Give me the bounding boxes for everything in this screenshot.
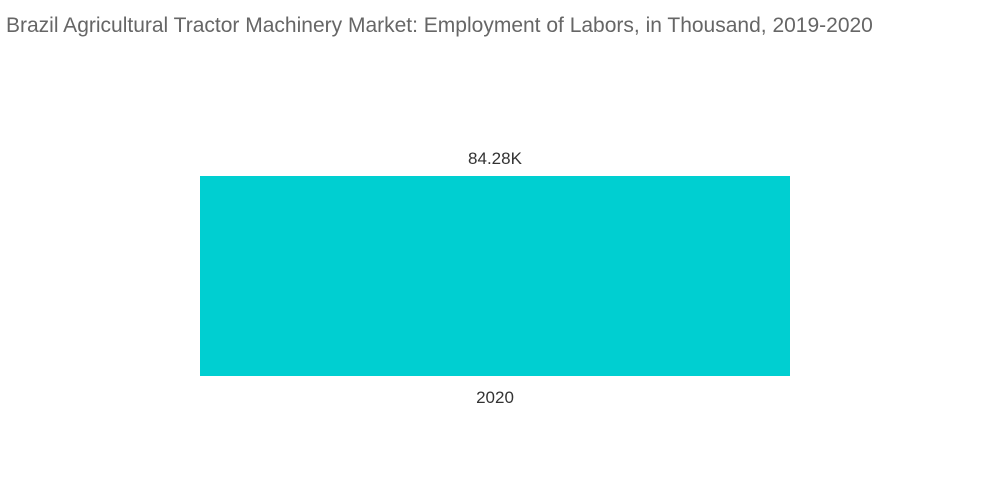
chart-title: Brazil Agricultural Tractor Machinery Ma… bbox=[6, 14, 873, 37]
data-label-2020: 84.28K bbox=[468, 149, 523, 168]
x-tick-label-2020: 2020 bbox=[476, 388, 514, 407]
bar-2020 bbox=[200, 176, 790, 376]
